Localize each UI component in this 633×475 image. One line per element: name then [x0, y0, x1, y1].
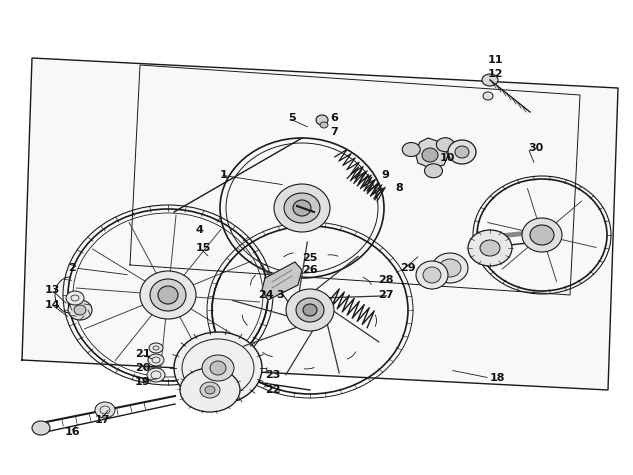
Polygon shape: [262, 262, 302, 300]
Ellipse shape: [303, 304, 317, 316]
Text: 21: 21: [135, 349, 151, 359]
Ellipse shape: [448, 140, 476, 164]
Text: 3: 3: [276, 290, 284, 300]
Ellipse shape: [320, 122, 328, 128]
Text: 18: 18: [490, 373, 506, 383]
Ellipse shape: [468, 230, 512, 266]
Ellipse shape: [149, 343, 163, 353]
Text: 19: 19: [135, 377, 151, 387]
Text: 5: 5: [288, 113, 296, 123]
Text: 13: 13: [45, 285, 60, 295]
Text: 24: 24: [258, 290, 273, 300]
Ellipse shape: [316, 115, 328, 125]
Text: 17: 17: [95, 415, 111, 425]
Text: 6: 6: [330, 113, 338, 123]
Ellipse shape: [274, 184, 330, 232]
Ellipse shape: [480, 240, 500, 256]
Text: 27: 27: [378, 290, 394, 300]
Text: 16: 16: [65, 427, 80, 437]
Ellipse shape: [530, 225, 554, 245]
Ellipse shape: [436, 138, 454, 152]
Text: 2: 2: [68, 263, 76, 273]
Text: 30: 30: [528, 143, 543, 153]
Ellipse shape: [286, 289, 334, 331]
Text: 7: 7: [330, 127, 338, 137]
Text: 23: 23: [265, 370, 280, 380]
Polygon shape: [415, 138, 448, 168]
Text: 10: 10: [440, 153, 455, 163]
Text: 25: 25: [302, 253, 317, 263]
Ellipse shape: [416, 261, 448, 289]
Ellipse shape: [522, 218, 562, 252]
Ellipse shape: [483, 92, 493, 100]
Text: 20: 20: [135, 363, 151, 373]
Ellipse shape: [158, 286, 178, 304]
Text: 29: 29: [400, 263, 416, 273]
Ellipse shape: [147, 368, 165, 382]
Ellipse shape: [293, 200, 311, 216]
Ellipse shape: [205, 386, 215, 394]
Ellipse shape: [422, 148, 438, 162]
Ellipse shape: [432, 253, 468, 283]
Ellipse shape: [210, 361, 226, 375]
Ellipse shape: [140, 271, 196, 319]
Ellipse shape: [202, 355, 234, 381]
Ellipse shape: [74, 305, 86, 315]
Ellipse shape: [66, 291, 84, 305]
Ellipse shape: [32, 421, 50, 435]
Ellipse shape: [425, 164, 442, 178]
Text: 4: 4: [195, 225, 203, 235]
Text: 28: 28: [378, 275, 394, 285]
Text: 8: 8: [395, 183, 403, 193]
Ellipse shape: [150, 279, 186, 311]
Ellipse shape: [284, 193, 320, 223]
Ellipse shape: [423, 267, 441, 283]
Ellipse shape: [402, 142, 420, 157]
Ellipse shape: [68, 300, 92, 320]
Text: 11: 11: [488, 55, 503, 65]
Ellipse shape: [439, 259, 461, 277]
Ellipse shape: [482, 74, 498, 86]
Ellipse shape: [174, 332, 262, 404]
Text: 26: 26: [302, 265, 318, 275]
Ellipse shape: [455, 146, 469, 158]
Ellipse shape: [296, 298, 324, 322]
Ellipse shape: [200, 382, 220, 398]
Text: 14: 14: [45, 300, 61, 310]
Text: 9: 9: [381, 170, 389, 180]
Text: 12: 12: [488, 69, 503, 79]
Ellipse shape: [180, 368, 240, 412]
Ellipse shape: [95, 402, 115, 418]
Text: 22: 22: [265, 385, 280, 395]
Polygon shape: [22, 58, 618, 390]
Text: 1: 1: [220, 170, 228, 180]
Text: 15: 15: [196, 243, 211, 253]
Ellipse shape: [148, 354, 164, 366]
